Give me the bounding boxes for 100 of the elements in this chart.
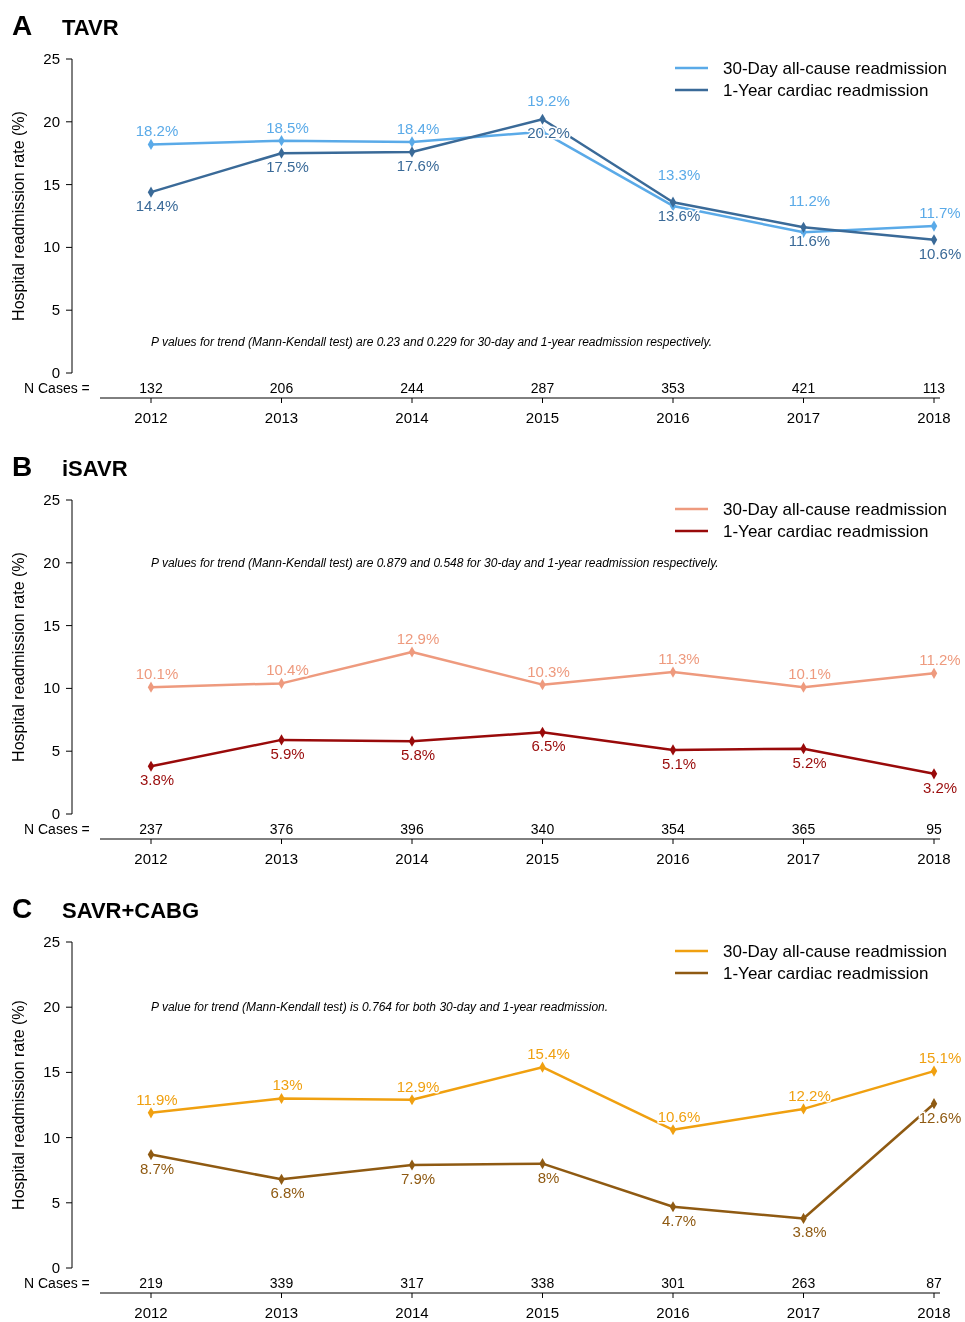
data-label: 6.8% <box>270 1184 305 1202</box>
data-label: 13% <box>272 1076 303 1094</box>
data-label: 4.7% <box>661 1211 697 1229</box>
y-tick-label: 5 <box>51 301 60 319</box>
data-label: 17.5% <box>266 158 309 176</box>
data-label: 11.7% <box>919 204 961 222</box>
y-tick-label: 15 <box>43 175 60 193</box>
x-tick-label: 2018 <box>917 409 951 426</box>
data-label: 12.9% <box>396 629 440 647</box>
data-label: 3.8% <box>139 771 175 789</box>
data-label: 5.2% <box>792 753 827 771</box>
y-tick-label: 5 <box>51 1193 60 1211</box>
data-label: 6.5% <box>531 737 566 755</box>
text: 263 <box>791 1275 816 1291</box>
text: 206 <box>269 380 294 396</box>
data-label: 5.8% <box>400 746 436 764</box>
data-label: 11.9% <box>136 1090 178 1108</box>
text: 317 <box>400 1275 424 1291</box>
text: 353 <box>661 380 685 396</box>
x-tick-label: 2013 <box>264 1304 299 1321</box>
legend-label: 1-Year cardiac readmission <box>723 81 929 100</box>
text: 132 <box>139 380 163 396</box>
x-tick-label: 2015 <box>525 850 560 867</box>
y-tick-label: 10 <box>43 238 60 256</box>
x-tick-label: 2018 <box>917 1304 951 1321</box>
y-axis-title: Hospital readmission rate (%) <box>10 1000 27 1210</box>
data-label: 15.1% <box>918 1049 962 1067</box>
data-label: 19.2% <box>527 91 570 109</box>
text: 339 <box>269 1275 294 1291</box>
y-tick-label: 25 <box>43 933 60 950</box>
data-label: 8.7% <box>139 1159 175 1177</box>
x-tick-label: 2016 <box>656 850 690 867</box>
data-label: 10.3% <box>527 662 570 680</box>
data-label: 17.6% <box>396 156 440 174</box>
data-label: 13.6% <box>657 207 701 225</box>
chart-title: SAVR+CABG <box>62 898 200 923</box>
data-label: 8% <box>537 1168 560 1186</box>
data-label: 14.4% <box>135 197 179 215</box>
data-label: 10.4% <box>266 661 309 679</box>
text: 95 <box>926 821 942 837</box>
text: 87 <box>926 1275 942 1291</box>
x-tick-label: 2012 <box>134 1304 168 1321</box>
x-tick-label: 2017 <box>786 409 821 426</box>
x-tick-label: 2014 <box>395 409 429 426</box>
text: 396 <box>400 821 424 837</box>
data-label: 12.6% <box>918 1108 962 1126</box>
data-label: 18.5% <box>266 118 309 136</box>
legend-label: 1-Year cardiac readmission <box>723 964 929 983</box>
y-tick-label: 15 <box>43 1063 60 1081</box>
x-tick-label: 2013 <box>264 850 299 867</box>
legend-label: 30-Day all-cause readmission <box>723 59 947 78</box>
annotation: P values for trend (Mann-Kendall test) are 0.879 and 0.548 for 30-day and 1-year readmission respectively. <box>151 555 719 570</box>
x-tick-label: 2017 <box>786 850 821 867</box>
data-label: 10.6% <box>918 244 962 262</box>
y-tick-label: 0 <box>51 1259 60 1276</box>
text: N Cases = <box>24 821 90 837</box>
y-tick-label: 25 <box>43 50 60 67</box>
data-label: 13.3% <box>657 165 701 183</box>
x-tick-label: 2016 <box>656 1304 690 1321</box>
y-tick-label: 20 <box>43 112 60 130</box>
text: N Cases = <box>24 380 90 396</box>
y-axis-title: Hospital readmission rate (%) <box>10 552 27 762</box>
y-tick-label: 5 <box>51 742 60 760</box>
y-tick-label: 0 <box>51 364 60 381</box>
text: 301 <box>661 1275 685 1291</box>
text: 219 <box>139 1275 163 1291</box>
text: 113 <box>922 380 946 396</box>
legend-label: 30-Day all-cause readmission <box>723 942 947 961</box>
x-tick-label: 2014 <box>395 850 429 867</box>
legend-label: 30-Day all-cause readmission <box>723 500 947 519</box>
data-label: 11.2% <box>788 192 831 210</box>
text: C <box>12 893 33 924</box>
data-label: 11.3% <box>658 650 700 668</box>
y-axis-title: Hospital readmission rate (%) <box>10 111 27 321</box>
legend-label: 1-Year cardiac readmission <box>723 522 929 541</box>
data-label: 12.9% <box>396 1077 440 1095</box>
text: 237 <box>139 821 163 837</box>
y-tick-label: 20 <box>43 553 60 571</box>
x-tick-label: 2014 <box>395 1304 429 1321</box>
text: 421 <box>791 380 816 396</box>
text: 365 <box>791 821 816 837</box>
y-tick-label: 20 <box>43 998 60 1016</box>
data-label: 15.4% <box>527 1045 570 1063</box>
data-label: 11.6% <box>788 232 831 250</box>
data-label: 3.2% <box>922 778 958 796</box>
x-tick-label: 2012 <box>134 850 168 867</box>
text: A <box>12 10 33 41</box>
text: 354 <box>661 821 685 837</box>
data-label: 11.2% <box>919 651 961 669</box>
data-label: 10.1% <box>788 665 831 683</box>
data-label: 18.4% <box>396 119 440 137</box>
x-tick-label: 2018 <box>917 850 951 867</box>
data-label: 5.1% <box>661 754 697 772</box>
text: 244 <box>400 380 424 396</box>
chart-title: iSAVR <box>62 456 128 481</box>
text: 338 <box>530 1275 555 1291</box>
text: 340 <box>530 821 555 837</box>
y-tick-label: 10 <box>43 679 60 697</box>
y-tick-label: 25 <box>43 491 60 508</box>
text: N Cases = <box>24 1275 90 1291</box>
